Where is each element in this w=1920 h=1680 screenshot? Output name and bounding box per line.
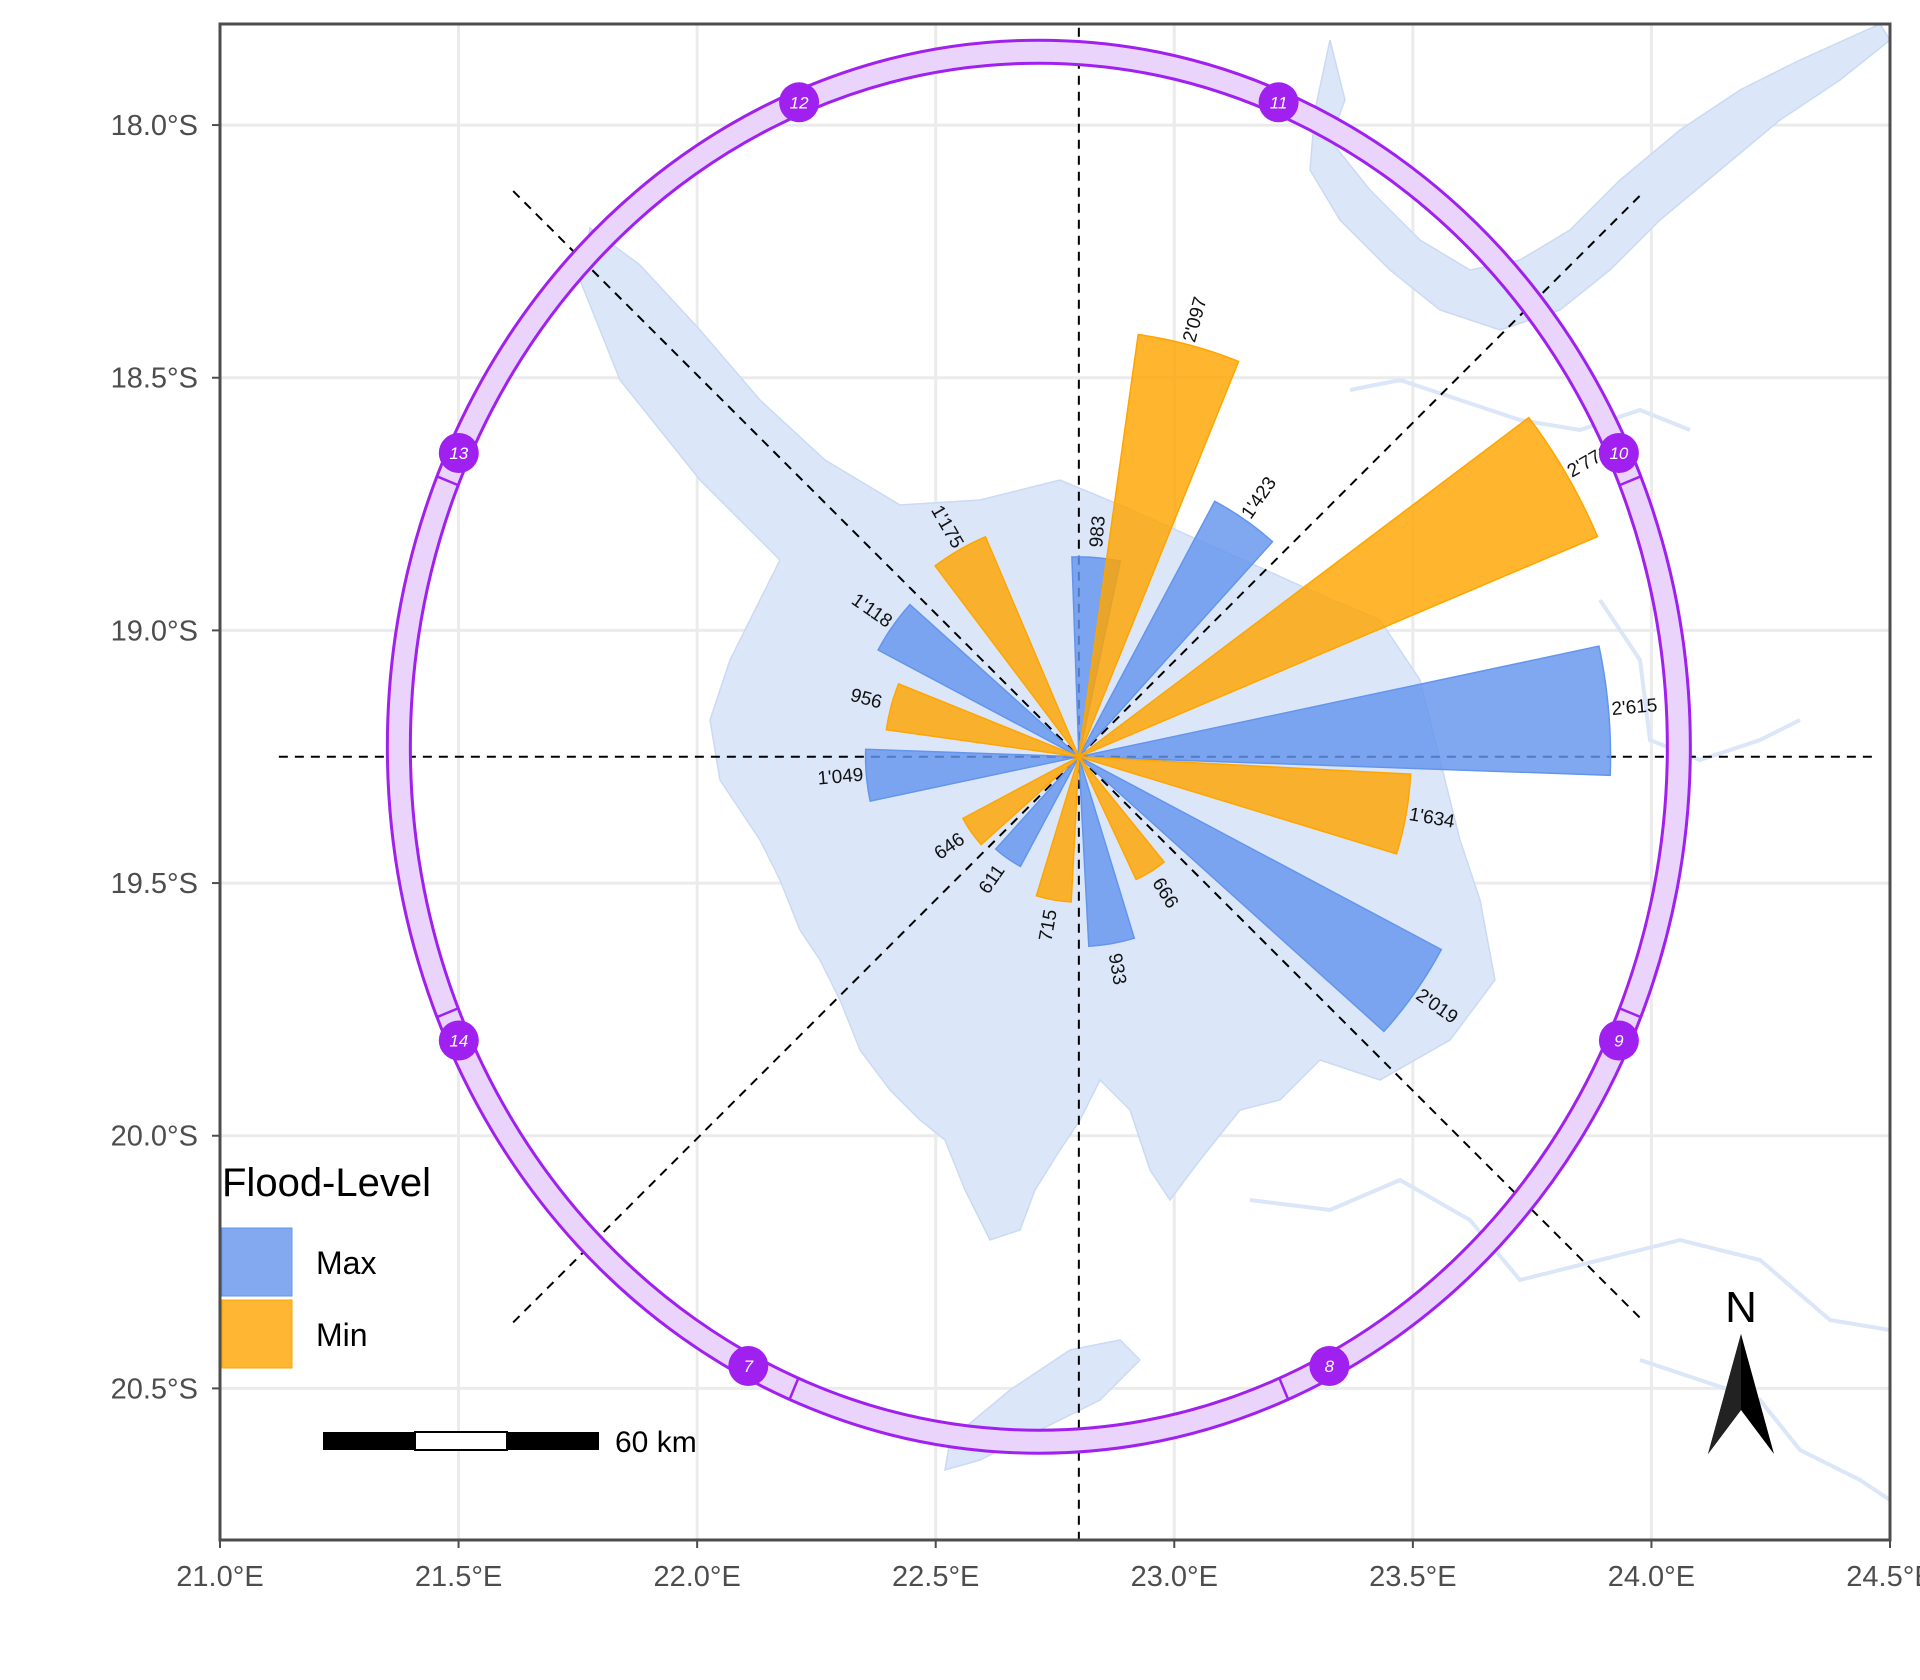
bar-max-6: [864, 748, 1080, 802]
x-tick-label-6: 24.0°E: [1608, 1561, 1695, 1593]
axis-ticks: 21.0°E 21.5°E 22.0°E 22.5°E 23.0°E 23.5°E 24.0…: [111, 110, 1920, 1593]
y-tick-label-0: 18.0°S: [111, 110, 198, 142]
ring-divider-2: [1619, 1007, 1641, 1019]
month-marker-label-10: 10: [1609, 444, 1628, 463]
month-marker-label-13: 13: [449, 444, 468, 463]
y-tick-label-3: 19.5°S: [111, 868, 198, 900]
x-tick-label-3: 22.5°E: [892, 1561, 979, 1593]
north-arrow-label: N: [1725, 1283, 1757, 1332]
legend: Flood-Level Max Min: [221, 1161, 431, 1369]
month-marker-10: [1598, 433, 1639, 473]
scale-bar-label: 60 km: [615, 1426, 697, 1459]
x-tick-label-0: 21.0°E: [176, 1561, 263, 1593]
month-marker-label-8: 8: [1325, 1357, 1335, 1376]
river-southeast: [1639, 1358, 1890, 1502]
month-marker-label-14: 14: [449, 1032, 468, 1051]
bar-label-max-2: 2'615: [1611, 695, 1659, 720]
y-tick-label-1: 18.5°S: [111, 363, 198, 395]
bar-label-max-0: 983: [1086, 515, 1110, 548]
bar-max-7: [877, 603, 1080, 758]
bar-min-6: [885, 682, 1080, 758]
y-tick-label-5: 20.5°S: [111, 1373, 198, 1405]
scale-bar-seg-3: [507, 1432, 599, 1450]
month-marker-label-11: 11: [1270, 93, 1288, 112]
x-tick-label-2: 22.0°E: [653, 1561, 740, 1593]
x-tick-label-4: 23.0°E: [1131, 1561, 1218, 1593]
month-marker-11: [1258, 82, 1299, 123]
ring-divider-5: [436, 1007, 459, 1019]
month-marker-7: [728, 1346, 769, 1386]
month-marker-8: [1309, 1346, 1350, 1386]
bar-max-5: [994, 756, 1080, 868]
ring-divider-4: [788, 1378, 800, 1400]
x-tick-label-1: 21.5°E: [415, 1561, 502, 1593]
north-arrow-highlight: [1708, 1334, 1741, 1454]
ring-fill: [388, 41, 1689, 1452]
month-marker-label-12: 12: [790, 93, 809, 112]
bar-max-1: [1078, 500, 1274, 758]
bar-min-1: [1078, 416, 1599, 758]
legend-label-max: Max: [316, 1245, 376, 1281]
bar-min-0: [1078, 333, 1240, 758]
bar-min-4: [1035, 756, 1080, 903]
month-marker-12: [779, 82, 820, 123]
bar-min-2: [1078, 755, 1412, 855]
bar-max-3: [1078, 756, 1443, 1033]
river-northeast: [1349, 377, 1691, 433]
direction-guide-3: [512, 190, 1646, 1324]
kwando-linyanti-river: [1309, 24, 1890, 331]
x-tick-label-7: 24.5°E: [1846, 1561, 1920, 1593]
month-marker-label-7: 7: [744, 1357, 754, 1376]
x-tick-label-5: 23.5°E: [1369, 1561, 1456, 1593]
bar-min-7: [934, 535, 1080, 758]
ring-divider-6: [436, 475, 459, 487]
legend-swatch-max: [221, 1227, 293, 1297]
y-tick-label-2: 19.0°S: [111, 615, 198, 647]
bar-max-4: [1078, 756, 1136, 947]
scale-bar: 60 km: [323, 1426, 697, 1459]
scale-bar-seg-1: [323, 1432, 415, 1450]
scale-bar-seg-2: [414, 1431, 508, 1451]
month-marker-9: [1598, 1020, 1639, 1061]
ring-divider-3: [1278, 1378, 1290, 1400]
bar-label-max-6: 1'049: [817, 765, 865, 790]
north-arrow: N: [1708, 1283, 1774, 1454]
legend-title: Flood-Level: [222, 1161, 431, 1205]
bar-max-2: [1078, 645, 1612, 777]
bar-min-3: [1078, 756, 1166, 881]
bar-min-5: [961, 756, 1080, 846]
month-marker-13: [438, 433, 479, 473]
panel-border: [218, 22, 1892, 1542]
river-south: [1249, 1177, 1890, 1332]
legend-swatch-min: [221, 1299, 293, 1369]
ring-divider-1: [1619, 475, 1641, 487]
y-tick-label-4: 20.0°S: [111, 1121, 198, 1153]
month-marker-label-9: 9: [1614, 1032, 1624, 1051]
legend-label-min: Min: [316, 1317, 368, 1353]
month-ring-labels: 7 8 9 10 11 12 13 14: [438, 82, 1639, 1386]
month-marker-14: [438, 1020, 479, 1061]
